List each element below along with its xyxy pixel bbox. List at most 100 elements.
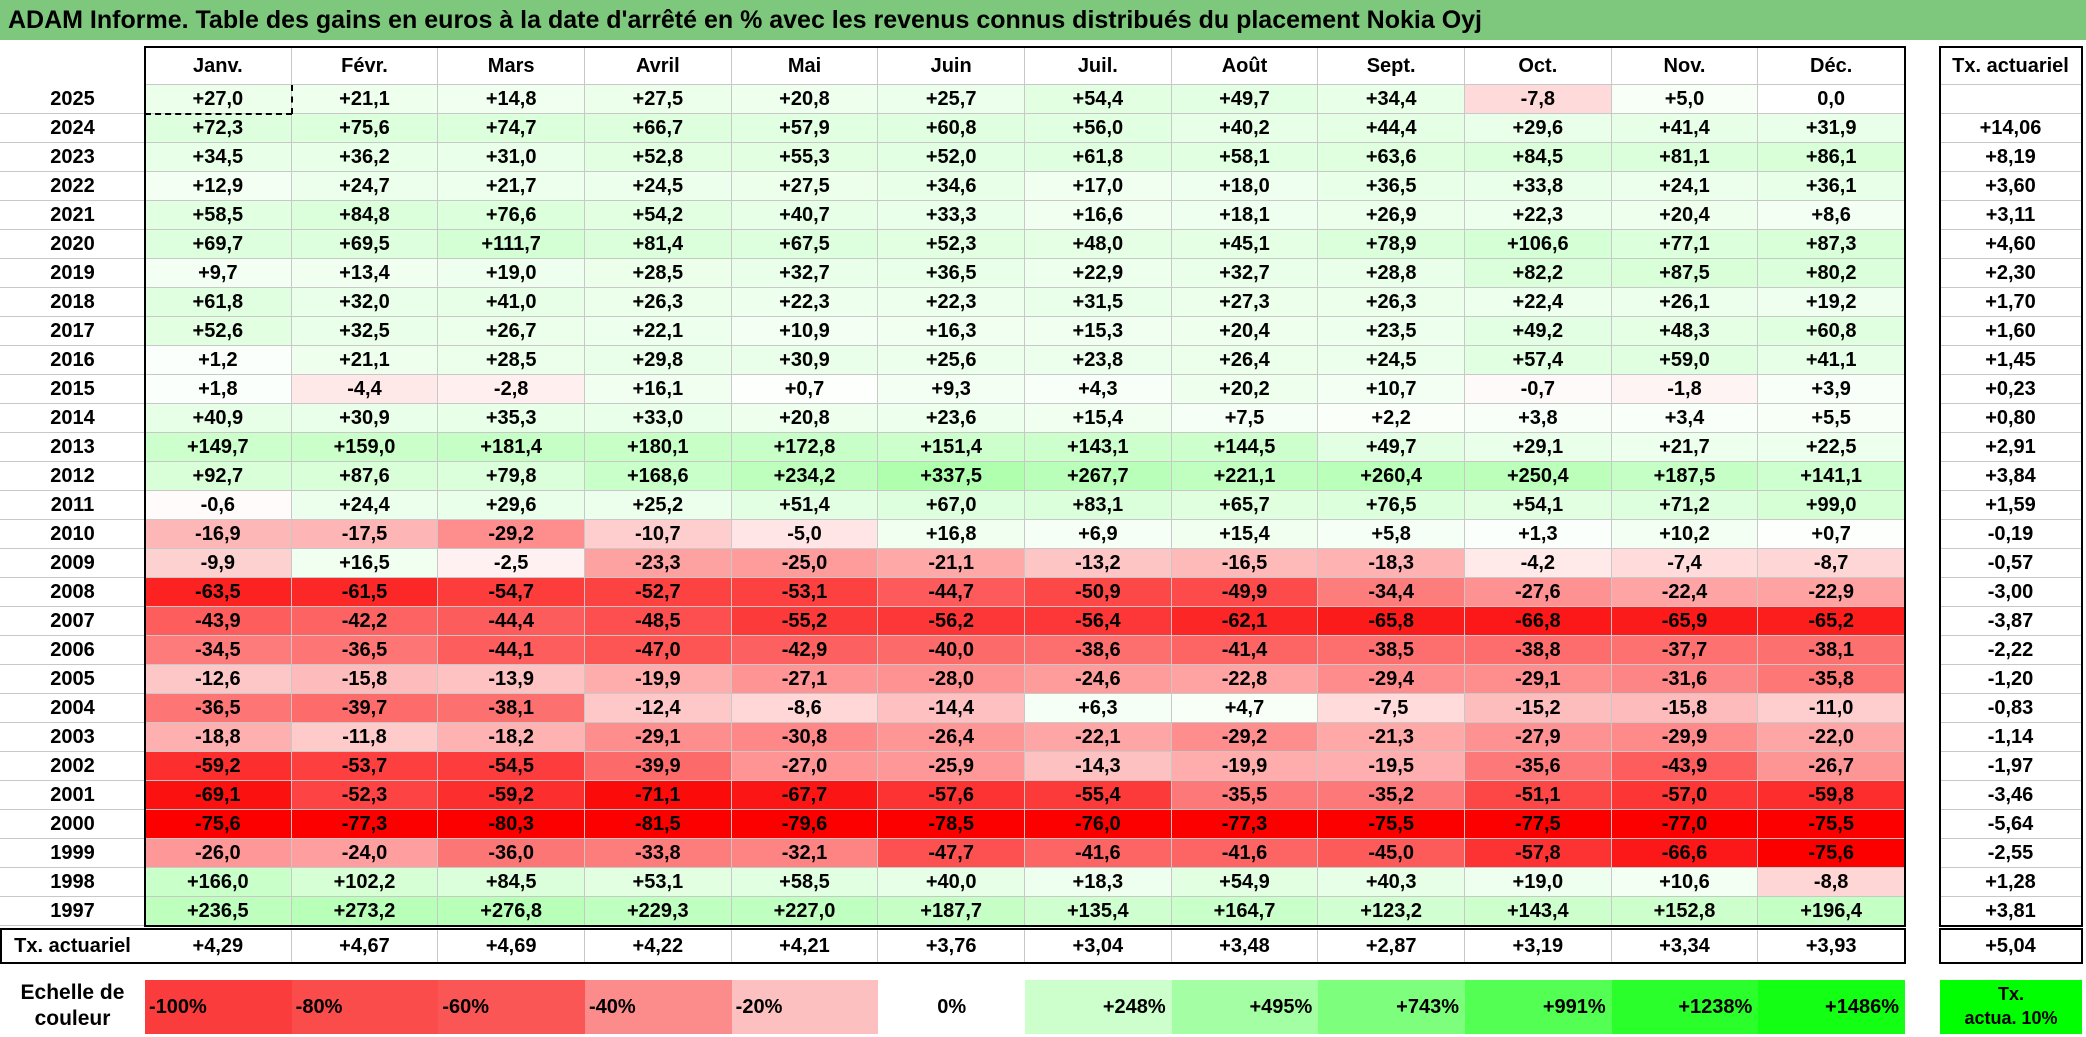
table-cell: +23,6 — [878, 404, 1025, 433]
table-cell: +221,1 — [1171, 462, 1319, 491]
table-cell: +1,8 — [145, 375, 292, 404]
table-cell: +15,4 — [1025, 404, 1172, 433]
table-cell: +52,0 — [878, 143, 1025, 172]
table-cell: +21,1 — [291, 346, 439, 375]
table-cell: +36,5 — [1318, 172, 1465, 201]
table-cell: -44,4 — [438, 607, 585, 636]
table-cell: -42,9 — [731, 636, 879, 665]
table-cell: +6,9 — [1025, 520, 1172, 549]
table-cell: +34,4 — [1318, 85, 1465, 114]
table-cell: -22,8 — [1171, 665, 1319, 694]
table-cell: +22,1 — [585, 317, 732, 346]
table-cell: +25,2 — [585, 491, 732, 520]
table-cell: -35,8 — [1758, 665, 1905, 694]
table-cell: +14,8 — [438, 85, 585, 114]
table-cell: +26,3 — [1318, 288, 1465, 317]
table-cell: +21,7 — [438, 172, 585, 201]
table-cell: -36,0 — [438, 839, 585, 868]
month-header: Oct. — [1465, 47, 1612, 85]
month-header: Août — [1171, 47, 1319, 85]
table-cell: +143,4 — [1465, 897, 1612, 926]
year-label: 2013 — [0, 433, 145, 462]
table-cell: -25,0 — [731, 549, 879, 578]
table-cell: +36,1 — [1758, 172, 1905, 201]
table-cell: -27,6 — [1465, 578, 1612, 607]
table-cell: -31,6 — [1611, 665, 1759, 694]
year-label: 1998 — [0, 868, 145, 897]
year-label: 2009 — [0, 549, 145, 578]
footer-cell: +3,76 — [878, 929, 1025, 963]
year-label: 2008 — [0, 578, 145, 607]
year-label: 2023 — [0, 143, 145, 172]
table-cell: +27,5 — [731, 172, 879, 201]
legend-label-line1: Echelle de — [20, 981, 125, 1004]
table-cell: -48,5 — [585, 607, 732, 636]
table-cell: -33,8 — [585, 839, 732, 868]
tx-actuariel-cell: +1,60 — [1940, 317, 2082, 346]
year-label: 1999 — [0, 839, 145, 868]
table-cell: -36,5 — [291, 636, 439, 665]
table-cell: -59,8 — [1758, 781, 1905, 810]
table-cell: +16,6 — [1025, 201, 1172, 230]
table-cell: +10,9 — [731, 317, 879, 346]
month-header: Mai — [731, 47, 879, 85]
table-cell: -36,5 — [145, 694, 292, 723]
table-cell: +78,9 — [1318, 230, 1465, 259]
tx-actuariel-cell: -5,64 — [1940, 810, 2082, 839]
footer-cell: +3,93 — [1758, 929, 1905, 963]
table-cell: +22,5 — [1758, 433, 1905, 462]
table-cell: -19,5 — [1318, 752, 1465, 781]
table-cell: -35,6 — [1465, 752, 1612, 781]
table-cell: -44,1 — [438, 636, 585, 665]
tx-actuariel-cell: +4,60 — [1940, 230, 2082, 259]
table-cell: +236,5 — [145, 897, 292, 926]
tx-actuariel-cell: +1,28 — [1940, 868, 2082, 897]
table-cell: -56,2 — [878, 607, 1025, 636]
table-cell: +74,7 — [438, 114, 585, 143]
tx-actuariel-cell: +2,91 — [1940, 433, 2082, 462]
year-label: 2019 — [0, 259, 145, 288]
table-cell: +57,9 — [731, 114, 879, 143]
table-cell: -81,5 — [585, 810, 732, 839]
table-cell: +40,2 — [1171, 114, 1319, 143]
table-cell: -7,8 — [1465, 85, 1612, 114]
table-cell: -78,5 — [878, 810, 1025, 839]
table-cell: +35,3 — [438, 404, 585, 433]
tx-actuariel-cell — [1940, 85, 2082, 114]
table-cell: +123,2 — [1318, 897, 1465, 926]
legend-swatch: -20% — [731, 980, 879, 1034]
year-label: 2022 — [0, 172, 145, 201]
table-cell: -69,1 — [145, 781, 292, 810]
table-cell: +87,3 — [1758, 230, 1905, 259]
table-cell: +26,9 — [1318, 201, 1465, 230]
table-cell: +58,1 — [1171, 143, 1319, 172]
table-cell: -77,5 — [1465, 810, 1612, 839]
table-cell: +144,5 — [1171, 433, 1319, 462]
table-cell: +3,9 — [1758, 375, 1905, 404]
table-cell: -26,0 — [145, 839, 292, 868]
table-cell: +5,8 — [1318, 520, 1465, 549]
footer-label: Tx. actuariel — [0, 929, 145, 963]
table-cell: +31,0 — [438, 143, 585, 172]
table-cell: -12,4 — [585, 694, 732, 723]
legend-swatch: +248% — [1025, 980, 1172, 1034]
table-cell: +143,1 — [1025, 433, 1172, 462]
table-cell: +29,6 — [1465, 114, 1612, 143]
table-cell: -22,9 — [1758, 578, 1905, 607]
table-cell: +84,5 — [1465, 143, 1612, 172]
table-cell: -18,3 — [1318, 549, 1465, 578]
footer-cell: +4,22 — [585, 929, 732, 963]
table-cell: -16,9 — [145, 520, 292, 549]
table-cell: -8,6 — [731, 694, 879, 723]
year-label: 2010 — [0, 520, 145, 549]
table-cell: -0,7 — [1465, 375, 1612, 404]
legend-swatch: +743% — [1318, 980, 1465, 1034]
year-label: 2014 — [0, 404, 145, 433]
table-cell: -19,9 — [585, 665, 732, 694]
table-cell: +31,5 — [1025, 288, 1172, 317]
table-cell: +33,0 — [585, 404, 732, 433]
table-cell: +65,7 — [1171, 491, 1319, 520]
table-cell: +18,1 — [1171, 201, 1319, 230]
table-cell: +234,2 — [731, 462, 879, 491]
tx-actuariel-cell: +1,45 — [1940, 346, 2082, 375]
